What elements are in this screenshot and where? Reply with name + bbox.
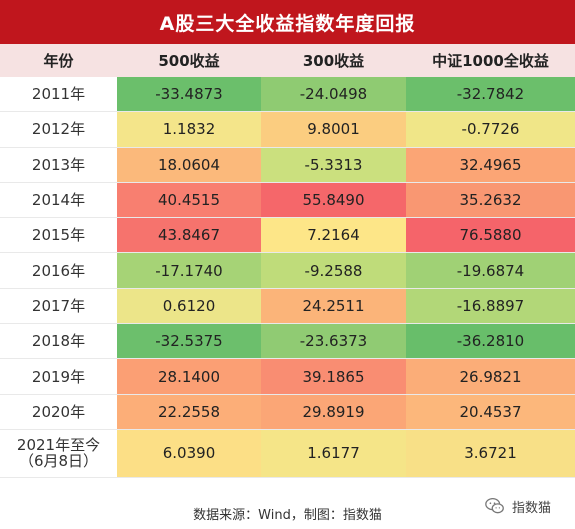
cell-300: 29.8919 — [261, 394, 406, 429]
year-cell: 2015年 — [31, 226, 86, 245]
header-year: 年份 — [43, 52, 74, 70]
table-header: 年份 500收益 300收益 中证1000全收益 — [0, 44, 575, 77]
cell-300: 9.8001 — [261, 112, 406, 147]
table-row: 2018年 -32.5375 -23.6373 -36.2810 — [0, 324, 575, 360]
cell-500: 28.1400 — [117, 359, 261, 394]
cell-500: -17.1740 — [117, 253, 261, 288]
cell-300: -24.0498 — [261, 77, 406, 112]
cell-500: 0.6120 — [117, 288, 261, 324]
header-300: 300收益 — [302, 52, 365, 70]
cell-1000: -0.7726 — [406, 112, 575, 147]
cell-500: 40.4515 — [117, 182, 261, 218]
cell-500: 1.1832 — [117, 112, 261, 147]
cell-500: 22.2558 — [117, 394, 261, 429]
year-cell: 2012年 — [31, 120, 86, 139]
cell-300: 55.8490 — [261, 182, 406, 218]
cell-500: 6.0390 — [117, 429, 261, 477]
cell-300: 24.2511 — [261, 288, 406, 324]
cell-300: -9.2588 — [261, 253, 406, 288]
watermark: 指数猫 — [477, 493, 557, 519]
table-row: 2017年 0.6120 24.2511 -16.8897 — [0, 288, 575, 325]
watermark-text: 指数猫 — [511, 500, 551, 516]
table-row: 2014年 40.4515 55.8490 35.2632 — [0, 182, 575, 219]
cell-500: -32.5375 — [117, 324, 261, 359]
cell-300: 1.6177 — [261, 429, 406, 477]
cell-300: -23.6373 — [261, 324, 406, 359]
cell-1000: 26.9821 — [406, 359, 575, 394]
source-note: 数据来源：Wind，制图：指数猫 — [193, 507, 382, 523]
year-cell: 2016年 — [31, 261, 86, 280]
year-cell: 2019年 — [31, 367, 86, 386]
cell-1000: -32.7842 — [406, 77, 575, 112]
table-row: 2020年 22.2558 29.8919 20.4537 — [0, 394, 575, 430]
year-cell: 2020年 — [31, 402, 86, 421]
cell-1000: 76.5880 — [406, 218, 575, 253]
year-cell: 2011年 — [31, 85, 86, 104]
cell-1000: 3.6721 — [406, 429, 575, 477]
cell-300: -5.3313 — [261, 147, 406, 182]
year-cell: 2018年 — [31, 332, 86, 351]
year-cell: 2013年 — [31, 155, 86, 174]
cell-1000: 20.4537 — [406, 394, 575, 429]
cell-500: 43.8467 — [117, 218, 261, 253]
table-row: 2016年 -17.1740 -9.2588 -19.6874 — [0, 253, 575, 289]
year-cell: 2014年 — [31, 191, 86, 210]
table-row: 2012年 1.1832 9.8001 -0.7726 — [0, 112, 575, 148]
cell-500: -33.4873 — [117, 77, 261, 112]
table-body: 2011年 -33.4873 -24.0498 -32.7842 2012年 1.1832… — [0, 77, 575, 478]
cell-500: 18.0604 — [117, 147, 261, 182]
cell-1000: -19.6874 — [406, 253, 575, 288]
table-row: 2015年 43.8467 7.2164 76.5880 — [0, 218, 575, 254]
table-row: 2021年至今 （6月8日） 6.0390 1.6177 3.6721 — [0, 429, 575, 478]
cell-1000: -36.2810 — [406, 324, 575, 359]
cell-1000: 35.2632 — [406, 182, 575, 218]
year-cell: 2017年 — [31, 296, 86, 315]
cell-1000: -16.8897 — [406, 288, 575, 324]
year-cell: 2021年至今 （6月8日） — [16, 436, 101, 471]
table-row: 2011年 -33.4873 -24.0498 -32.7842 — [0, 77, 575, 113]
table-row: 2019年 28.1400 39.1865 26.9821 — [0, 359, 575, 395]
header-500: 500收益 — [158, 52, 220, 70]
table-title: A股三大全收益指数年度回报 — [0, 0, 575, 44]
table-row: 2013年 18.0604 -5.3313 32.4965 — [0, 147, 575, 183]
cell-1000: 32.4965 — [406, 147, 575, 182]
wechat-icon — [485, 498, 504, 514]
cell-300: 7.2164 — [261, 218, 406, 253]
cell-300: 39.1865 — [261, 359, 406, 394]
header-1000: 中证1000全收益 — [432, 52, 549, 70]
